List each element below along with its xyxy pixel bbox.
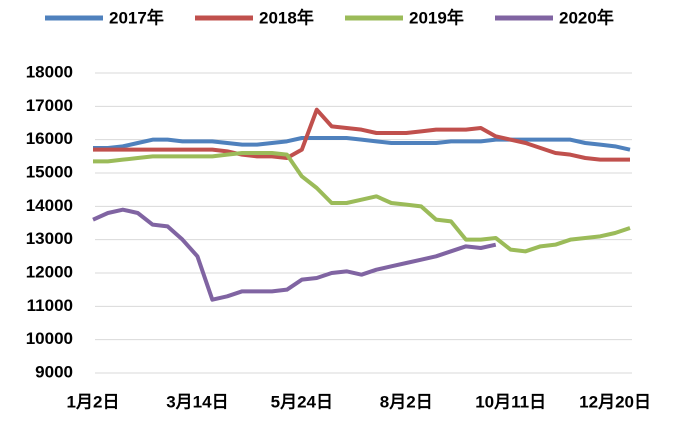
legend-label: 2018年: [259, 7, 314, 27]
y-tick-label: 10000: [26, 329, 73, 348]
x-tick-label: 12月20日: [579, 392, 651, 411]
x-tick-label: 8月2日: [380, 392, 433, 411]
x-tick-label: 1月2日: [67, 392, 120, 411]
y-tick-label: 15000: [26, 162, 73, 181]
x-tick-label: 3月14日: [166, 392, 228, 411]
y-tick-label: 18000: [26, 62, 73, 81]
line-series: [93, 151, 631, 254]
legend-label: 2017年: [109, 7, 164, 27]
y-tick-label: 14000: [26, 196, 73, 215]
y-tick-label: 11000: [27, 296, 73, 315]
legend-label: 2020年: [559, 7, 614, 27]
y-tick-label: 16000: [26, 129, 73, 148]
x-tick-label: 5月24日: [271, 392, 333, 411]
legend-label: 2019年: [409, 7, 464, 27]
y-tick-label: 9000: [35, 362, 73, 381]
y-tick-label: 12000: [26, 262, 73, 281]
y-tick-label: 13000: [26, 229, 73, 248]
line-series: [93, 107, 630, 162]
y-tick-label: 17000: [26, 96, 73, 115]
line-series: [92, 207, 497, 302]
x-tick-label: 10月11日: [475, 392, 546, 411]
line-series: [93, 136, 631, 152]
